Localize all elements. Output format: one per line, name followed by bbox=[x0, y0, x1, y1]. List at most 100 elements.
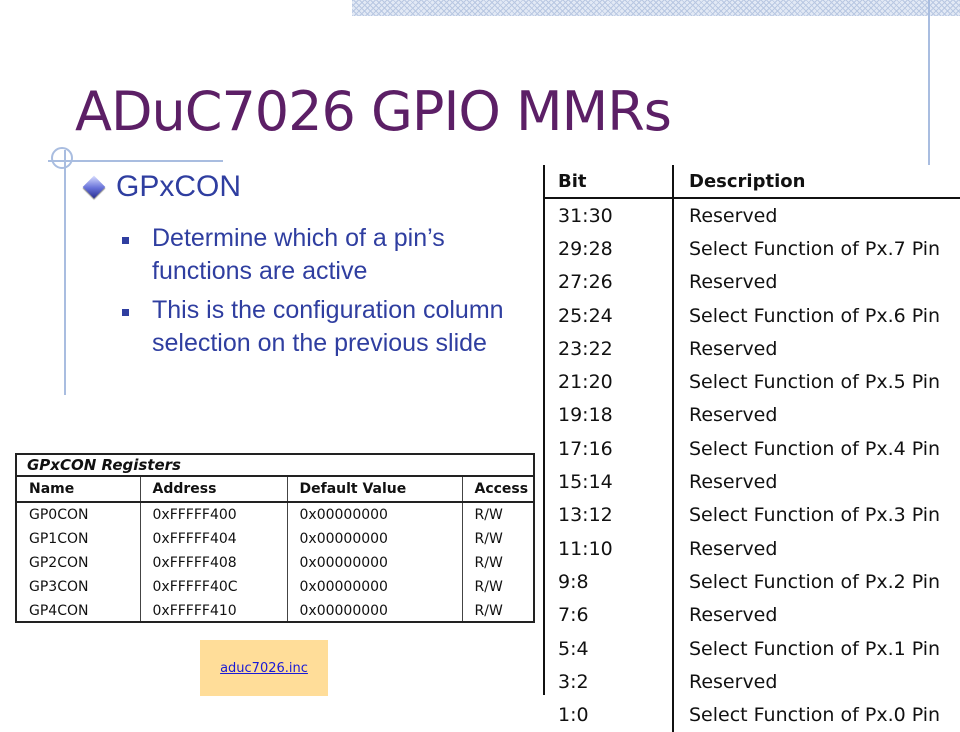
table-cell: 0x00000000 bbox=[287, 599, 463, 621]
bit-cell: 25:24 bbox=[543, 298, 674, 333]
table-row: GP0CON 0xFFFFF400 0x00000000 R/W bbox=[17, 502, 533, 527]
table-cell: R/W bbox=[474, 579, 503, 595]
level1-text: GPxCON bbox=[116, 170, 242, 203]
column-header: Default Value bbox=[287, 477, 463, 503]
bit-cell: 27:26 bbox=[543, 265, 674, 299]
bit-cell: 15:14 bbox=[543, 465, 674, 499]
table-row: 3:2 Reserved bbox=[543, 665, 960, 699]
bit-cell: 7:6 bbox=[543, 598, 674, 632]
bullet-text: This is the configuration column selecti… bbox=[152, 296, 504, 357]
description-cell: Select Function of Px.1 Pin bbox=[689, 637, 941, 660]
description-cell: Reserved bbox=[689, 537, 778, 560]
table-border bbox=[543, 165, 545, 695]
bit-cell: 3:2 bbox=[543, 665, 674, 699]
bit-description-table: Bit Description 31:30 Reserved 29:28 Selec… bbox=[543, 165, 960, 732]
column-header: Name bbox=[17, 477, 141, 503]
table-row: GP3CON 0xFFFFF40C 0x00000000 R/W bbox=[17, 575, 533, 599]
column-header: Bit bbox=[543, 165, 674, 199]
decorative-circle bbox=[51, 147, 73, 169]
table-title: GPxCON Registers bbox=[17, 455, 533, 477]
description-cell: Reserved bbox=[689, 471, 778, 494]
description-cell: Reserved bbox=[689, 670, 778, 693]
table-row: 29:28 Select Function of Px.7 Pin bbox=[543, 232, 960, 266]
description-cell: Select Function of Px.7 Pin bbox=[689, 237, 941, 260]
bit-grid: Bit Description 31:30 Reserved 29:28 Selec… bbox=[543, 165, 960, 732]
bit-cell: 1:0 bbox=[543, 698, 674, 732]
table-row: GP2CON 0xFFFFF408 0x00000000 R/W bbox=[17, 551, 533, 575]
table-cell: R/W bbox=[474, 531, 503, 547]
column-header: Description bbox=[673, 165, 960, 199]
bit-cell: 11:10 bbox=[543, 531, 674, 566]
file-link[interactable]: aduc7026.inc bbox=[220, 660, 308, 676]
bit-cell: 31:30 bbox=[543, 198, 674, 233]
table-row: 31:30 Reserved bbox=[543, 198, 960, 233]
description-cell: Select Function of Px.5 Pin bbox=[689, 371, 941, 394]
table-cell: GP0CON bbox=[17, 502, 141, 527]
bit-cell: 19:18 bbox=[543, 398, 674, 433]
bullet-text: Determine which of a pin’s functions are… bbox=[152, 224, 445, 285]
table-cell: R/W bbox=[474, 555, 503, 571]
table-row: GP1CON 0xFFFFF404 0x00000000 R/W bbox=[17, 527, 533, 551]
file-link-box: aduc7026.inc bbox=[200, 640, 328, 696]
list-item: This is the configuration column selecti… bbox=[122, 294, 522, 360]
table-cell: 0x00000000 bbox=[287, 551, 463, 575]
column-header: Access bbox=[462, 477, 533, 503]
bit-cell: 5:4 bbox=[543, 631, 674, 666]
square-bullet-icon bbox=[122, 237, 129, 244]
table-cell: 0x00000000 bbox=[287, 527, 463, 551]
table-row: 23:22 Reserved bbox=[543, 332, 960, 366]
gpxcon-registers-table: GPxCON Registers Name Address Default Va… bbox=[15, 453, 535, 623]
table-cell: 0xFFFFF40C bbox=[140, 575, 288, 599]
diamond-bullet-icon bbox=[82, 175, 106, 199]
table-row: 9:8 Select Function of Px.2 Pin bbox=[543, 565, 960, 599]
table-cell: GP3CON bbox=[17, 575, 141, 599]
table-cell: 0x00000000 bbox=[287, 502, 463, 527]
table-row: 11:10 Reserved bbox=[543, 531, 960, 566]
register-grid: Name Address Default Value Access GP0CON… bbox=[17, 477, 533, 621]
table-cell: 0xFFFFF410 bbox=[140, 599, 288, 621]
table-row: 19:18 Reserved bbox=[543, 398, 960, 433]
description-cell: Reserved bbox=[689, 204, 778, 227]
list-item: Determine which of a pin’s functions are… bbox=[122, 222, 522, 288]
table-row: 7:6 Reserved bbox=[543, 598, 960, 632]
table-row: GP4CON 0xFFFFF410 0x00000000 R/W bbox=[17, 599, 533, 621]
bit-cell: 13:12 bbox=[543, 498, 674, 532]
decorative-line bbox=[64, 150, 66, 395]
table-cell: 0xFFFFF400 bbox=[140, 502, 288, 527]
bit-cell: 9:8 bbox=[543, 565, 674, 599]
square-bullet-icon bbox=[122, 309, 129, 316]
description-cell: Select Function of Px.3 Pin bbox=[689, 504, 941, 527]
table-header-row: Name Address Default Value Access bbox=[17, 477, 533, 503]
decorative-line bbox=[928, 0, 930, 165]
table-row: 13:12 Select Function of Px.3 Pin bbox=[543, 498, 960, 532]
table-cell: GP2CON bbox=[17, 551, 141, 575]
table-row: 5:4 Select Function of Px.1 Pin bbox=[543, 631, 960, 666]
description-cell: Select Function of Px.6 Pin bbox=[689, 304, 941, 327]
table-cell: GP4CON bbox=[17, 599, 141, 621]
description-cell: Select Function of Px.0 Pin bbox=[689, 704, 941, 727]
description-cell: Reserved bbox=[689, 404, 778, 427]
description-cell: Select Function of Px.2 Pin bbox=[689, 570, 941, 593]
bit-cell: 21:20 bbox=[543, 365, 674, 399]
table-row: 15:14 Reserved bbox=[543, 465, 960, 499]
table-header-row: Bit Description bbox=[543, 165, 960, 199]
table-row: 17:16 Select Function of Px.4 Pin bbox=[543, 432, 960, 466]
table-cell: 0xFFFFF404 bbox=[140, 527, 288, 551]
decorative-hatch-band bbox=[352, 0, 960, 16]
bullet-list: Determine which of a pin’s functions are… bbox=[122, 222, 522, 366]
table-row: 25:24 Select Function of Px.6 Pin bbox=[543, 298, 960, 333]
level1-bullet: GPxCON bbox=[82, 170, 241, 204]
table-cell: GP1CON bbox=[17, 527, 141, 551]
table-cell: R/W bbox=[474, 603, 503, 619]
decorative-line bbox=[48, 160, 223, 162]
description-cell: Reserved bbox=[689, 337, 778, 360]
bit-cell: 29:28 bbox=[543, 232, 674, 266]
description-cell: Reserved bbox=[689, 604, 778, 627]
bit-cell: 23:22 bbox=[543, 332, 674, 366]
bit-cell: 17:16 bbox=[543, 432, 674, 466]
table-row: 21:20 Select Function of Px.5 Pin bbox=[543, 365, 960, 399]
table-cell: R/W bbox=[474, 507, 503, 523]
description-cell: Select Function of Px.4 Pin bbox=[689, 437, 941, 460]
description-cell: Reserved bbox=[689, 271, 778, 294]
table-row: 27:26 Reserved bbox=[543, 265, 960, 299]
